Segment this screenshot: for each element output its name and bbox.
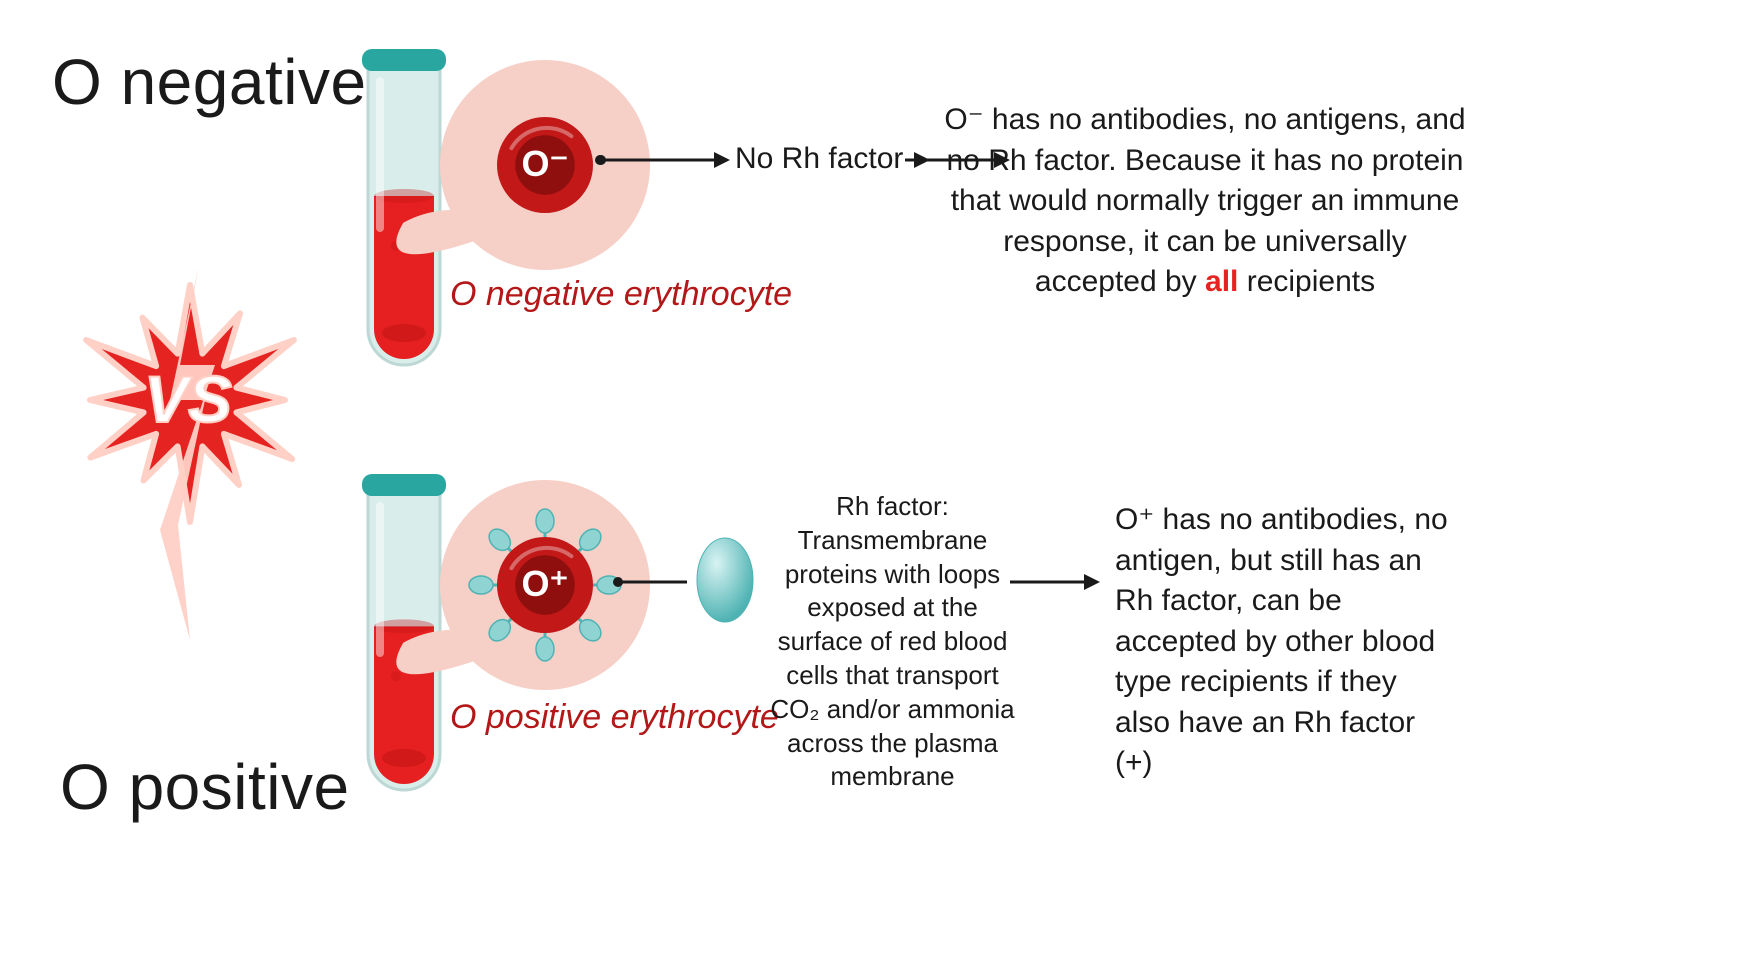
desc-neg-post: recipients	[1238, 265, 1375, 298]
vs-starburst-icon: VS	[50, 270, 330, 650]
desc-o-positive: O⁺ has no antibodies, no antigen, but st…	[1115, 500, 1460, 784]
svg-text:O⁺: O⁺	[521, 563, 568, 604]
caption-o-negative: O negative erythrocyte	[450, 275, 792, 314]
label-rh-factor: Rh factor: Transmembrane proteins with l…	[770, 490, 1015, 794]
desc-o-negative: O⁻ has no antibodies, no antigens, and n…	[940, 100, 1470, 303]
label-no-rh: No Rh factor	[735, 142, 903, 176]
svg-text:O⁻: O⁻	[521, 143, 568, 184]
rh-protein-icon	[691, 532, 759, 628]
pointer-pos-line-icon	[612, 572, 692, 592]
desc-neg-highlight: all	[1205, 265, 1238, 298]
svg-text:VS: VS	[144, 362, 232, 436]
caption-o-positive: O positive erythrocyte	[450, 698, 779, 737]
title-o-positive: O positive	[60, 750, 350, 824]
pointer-neg-line-icon	[595, 150, 725, 170]
